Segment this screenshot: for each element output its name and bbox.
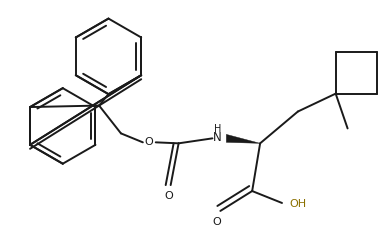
Text: N: N (213, 130, 222, 143)
Text: H: H (214, 124, 221, 134)
Text: O: O (164, 190, 173, 200)
Text: O: O (212, 216, 221, 226)
Text: O: O (144, 137, 153, 147)
Polygon shape (226, 135, 260, 144)
Text: OH: OH (289, 198, 306, 208)
